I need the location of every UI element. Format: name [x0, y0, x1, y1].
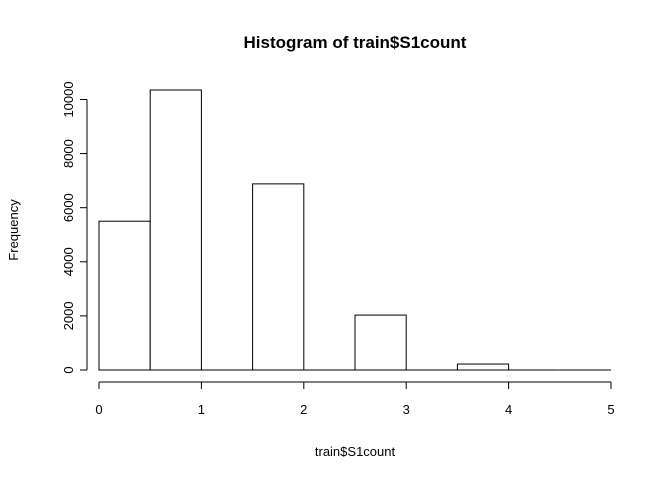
y-tick-label: 6000: [61, 193, 76, 222]
y-tick-label: 4000: [61, 247, 76, 276]
y-tick-label: 2000: [61, 301, 76, 330]
histogram-bar-1: [149, 89, 202, 371]
y-tick-label: 8000: [61, 139, 76, 168]
histogram-bar-0: [98, 220, 151, 371]
chart-title: Histogram of train$S1count: [244, 33, 467, 52]
y-tick-label: 0: [61, 366, 76, 373]
histogram-bar-7: [456, 363, 510, 371]
x-tick-label: 4: [505, 402, 512, 417]
y-axis: 0 2000 4000 6000 8000 10000: [61, 81, 88, 374]
x-axis-label: train$S1count: [315, 444, 396, 459]
histogram-bar-3: [252, 183, 305, 371]
x-tick-label: 3: [403, 402, 410, 417]
y-axis-label: Frequency: [6, 199, 21, 261]
x-tick-label: 0: [95, 402, 102, 417]
y-tick-label: 10000: [61, 81, 76, 117]
x-tick-label: 1: [198, 402, 205, 417]
x-axis: 0 1 2 3 4 5: [95, 381, 615, 417]
x-tick-label: 2: [300, 402, 307, 417]
bars-group: [98, 89, 611, 371]
x-tick-label: 5: [607, 402, 614, 417]
histogram-bar-5: [354, 314, 407, 371]
